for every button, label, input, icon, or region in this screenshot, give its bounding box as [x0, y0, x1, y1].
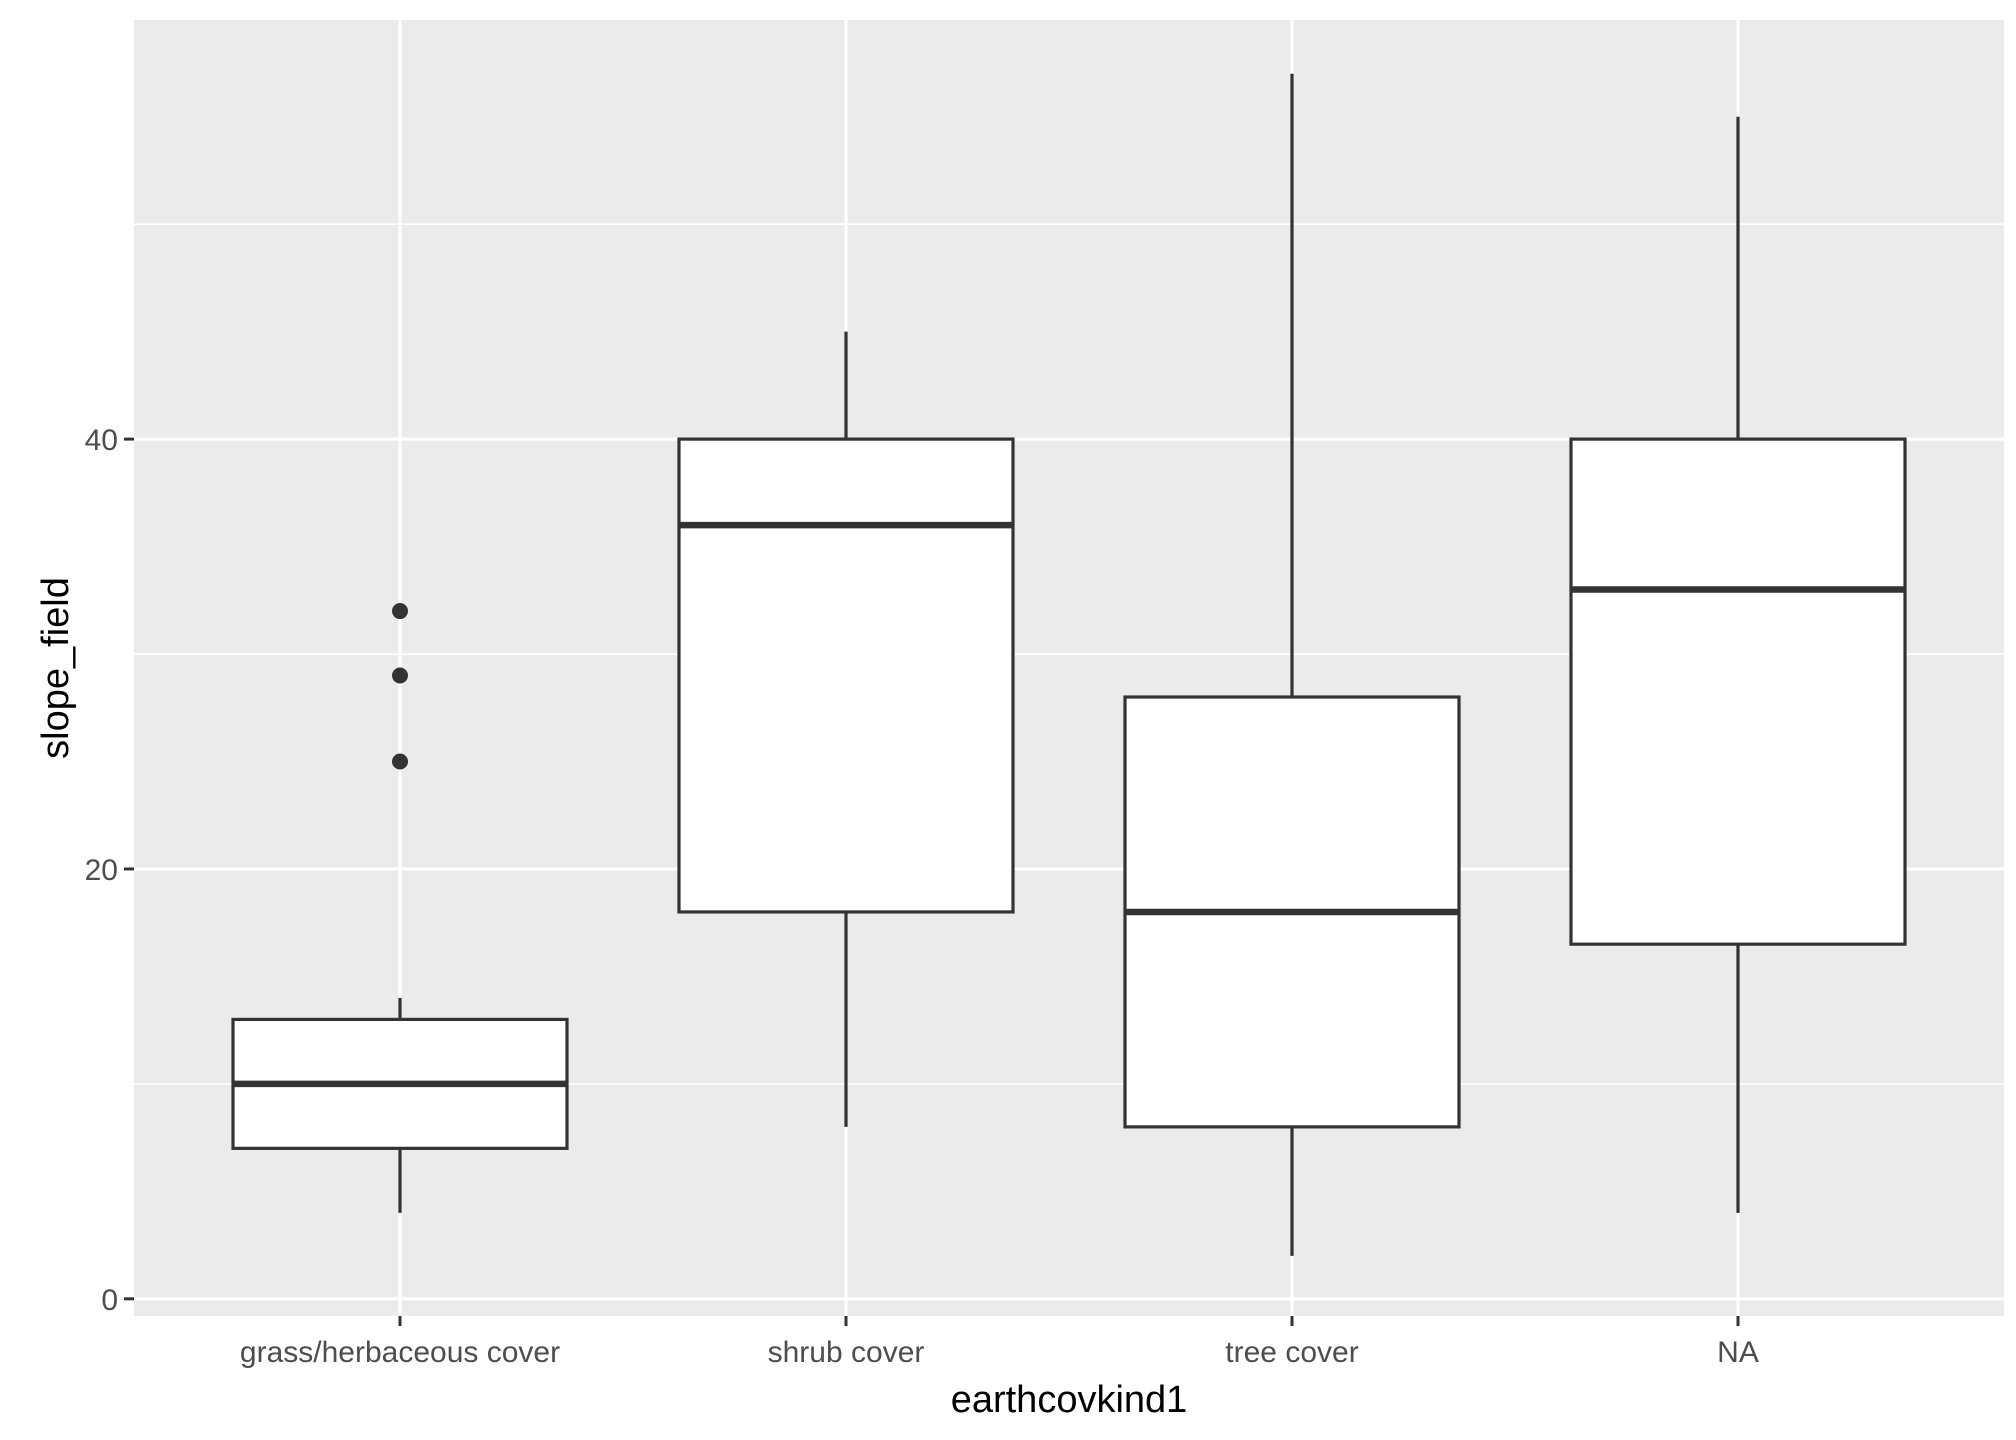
box-group	[1569, 116, 1907, 1213]
outlier-point	[392, 753, 408, 770]
box-iqr	[677, 437, 1015, 914]
x-tick-label: shrub cover	[768, 1336, 925, 1369]
x-tick-label: tree cover	[1225, 1336, 1358, 1369]
y-axis-title: slope_field	[35, 577, 77, 759]
x-tick-label: grass/herbaceous cover	[240, 1336, 560, 1369]
y-tick-label: 40	[85, 424, 118, 457]
outlier-point	[392, 603, 408, 620]
y-tick-label: 20	[85, 854, 118, 887]
x-tick-label: NA	[1717, 1336, 1759, 1369]
x-axis-title: earthcovkind1	[951, 1379, 1188, 1421]
outlier-point	[392, 667, 408, 684]
box-group	[231, 603, 569, 1213]
boxes	[231, 73, 1907, 1256]
box-iqr	[1569, 437, 1907, 946]
box-group	[1123, 73, 1461, 1256]
box-group	[677, 331, 1015, 1127]
y-tick-label: 0	[101, 1284, 118, 1317]
axes: 0 20 40 grass/herbaceous cover shrub cover tr…	[85, 424, 1759, 1369]
